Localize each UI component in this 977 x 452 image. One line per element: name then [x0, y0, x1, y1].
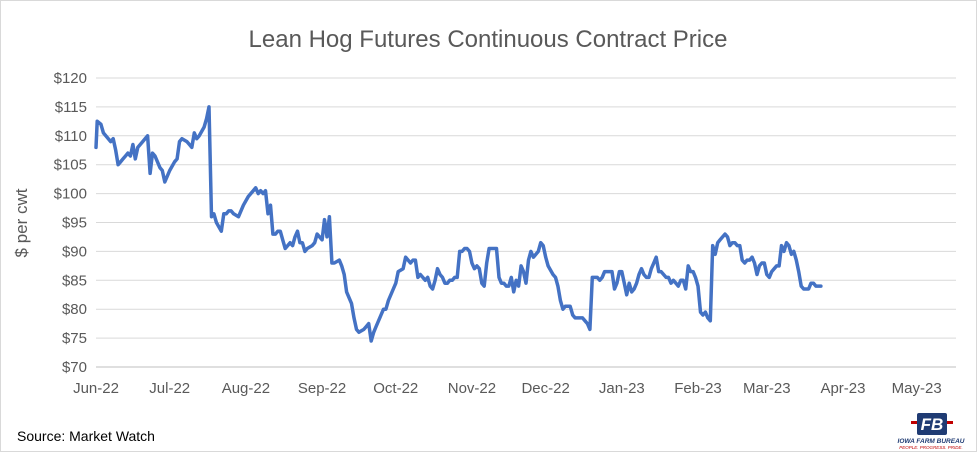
source-note: Source: Market Watch — [17, 428, 155, 444]
fb-logo-mark: FB — [911, 413, 953, 435]
x-tick-label: Aug-22 — [222, 380, 270, 397]
x-tick-label: Jun-22 — [73, 380, 119, 397]
x-tick-label: Feb-23 — [674, 380, 722, 397]
x-tick-label: May-23 — [892, 380, 942, 397]
y-tick-label: $120 — [54, 70, 87, 87]
logo-text: IOWA FARM BUREAU — [897, 438, 965, 445]
y-tick-labels: $70 $75 $80 $85 $90 $95 $100 $105 $110 $115 $120 — [54, 70, 87, 376]
x-tick-label: Apr-23 — [820, 380, 865, 397]
logo-tagline: PEOPLE. PROGRESS. PRIDE. — [899, 445, 963, 450]
x-tick-label: Jul-22 — [149, 380, 190, 397]
chart-title: Lean Hog Futures Continuous Contract Pri… — [249, 26, 728, 53]
y-tick-label: $105 — [54, 157, 87, 174]
x-tick-label: Mar-23 — [743, 380, 791, 397]
svg-text:FB: FB — [921, 415, 944, 434]
x-tick-label: Jan-23 — [599, 380, 645, 397]
x-tick-label: Dec-22 — [521, 380, 569, 397]
y-tick-label: $70 — [62, 359, 87, 376]
series-group — [94, 105, 823, 343]
x-tick-label: Oct-22 — [373, 380, 418, 397]
y-axis-label: $ per cwt — [12, 188, 31, 257]
y-tick-label: $80 — [62, 301, 87, 318]
gridlines — [96, 77, 956, 368]
x-tick-label: Sep-22 — [298, 380, 346, 397]
y-tick-label: $90 — [62, 243, 87, 260]
y-tick-label: $95 — [62, 215, 87, 232]
y-tick-label: $115 — [55, 99, 87, 116]
x-tick-label: Nov-22 — [448, 380, 496, 397]
y-tick-label: $75 — [62, 330, 87, 347]
y-tick-label: $100 — [54, 186, 87, 203]
x-tick-labels: Jun-22 Jul-22 Aug-22 Sep-22 Oct-22 Nov-22 Dec-… — [73, 380, 942, 397]
y-tick-label: $85 — [62, 272, 87, 289]
farm-bureau-logo: FB IOWA FARM BUREAU PEOPLE. PROGRESS. PR… — [889, 409, 973, 451]
y-tick-label: $110 — [55, 128, 87, 145]
series-line — [94, 105, 823, 343]
